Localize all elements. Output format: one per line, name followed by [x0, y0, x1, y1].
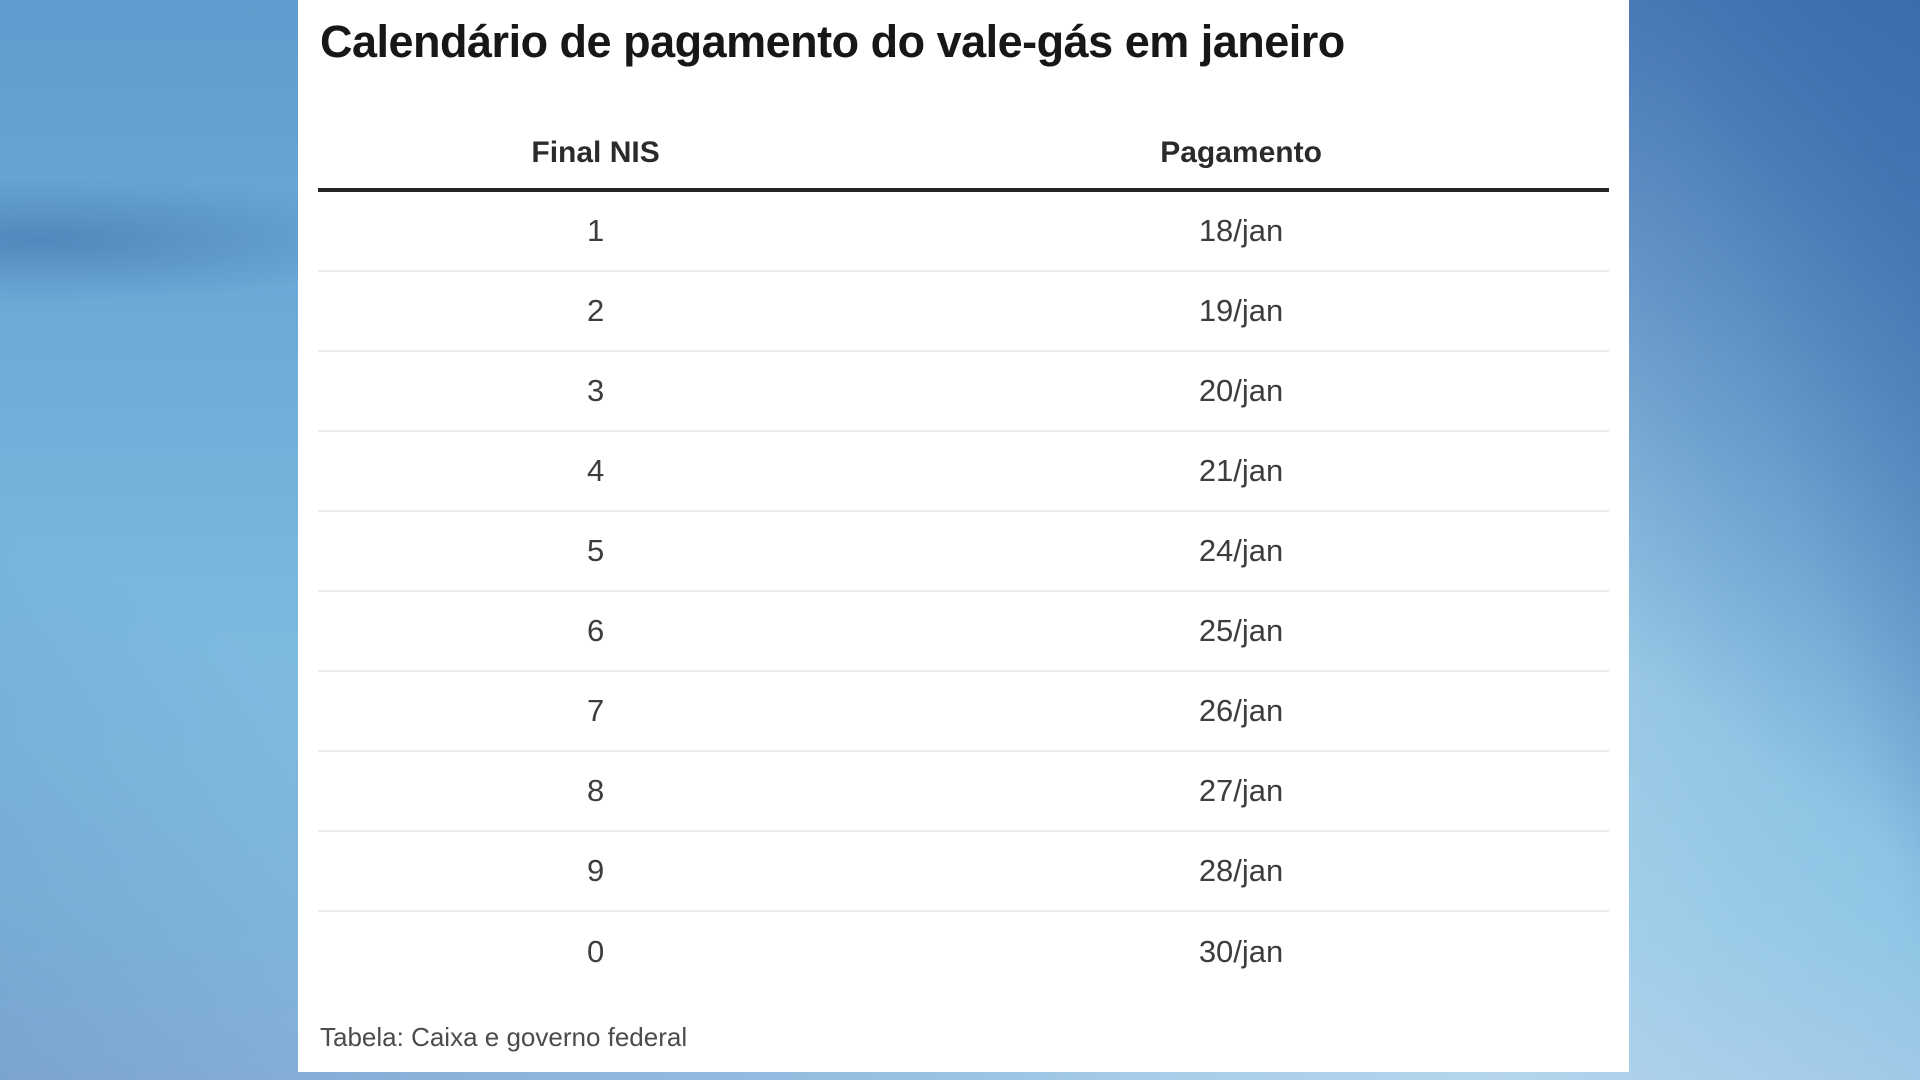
- table-row: 0 30/jan: [318, 912, 1609, 992]
- table-body: 1 18/jan 2 19/jan 3 20/jan 4 21/jan 5 24…: [318, 192, 1609, 992]
- pagamento-value: 19/jan: [1198, 293, 1284, 328]
- table-row: 5 24/jan: [318, 512, 1609, 592]
- pagamento-value: 27/jan: [1198, 773, 1284, 808]
- pagamento-value: 24/jan: [1198, 533, 1284, 568]
- payment-table: Final NIS Pagamento 1 18/jan 2 19/jan 3 …: [318, 100, 1609, 992]
- final-nis-value: 9: [586, 853, 605, 888]
- table-row: 8 27/jan: [318, 752, 1609, 832]
- pagamento-value: 18/jan: [1198, 213, 1284, 248]
- final-nis-value: 4: [586, 453, 605, 488]
- pagamento-value: 30/jan: [1198, 934, 1284, 969]
- table-row: 1 18/jan: [318, 192, 1609, 272]
- final-nis-value: 7: [586, 693, 605, 728]
- final-nis-value: 8: [586, 773, 605, 808]
- column-header-final-nis: Final NIS: [531, 136, 660, 169]
- final-nis-value: 5: [586, 533, 605, 568]
- final-nis-value: 2: [586, 293, 605, 328]
- pagamento-value: 26/jan: [1198, 693, 1284, 728]
- chart-title: Calendário de pagamento do vale-gás em j…: [320, 16, 1345, 67]
- pagamento-value: 21/jan: [1198, 453, 1284, 488]
- table-header-row: Final NIS Pagamento: [318, 100, 1609, 192]
- table-row: 3 20/jan: [318, 352, 1609, 432]
- pagamento-value: 20/jan: [1198, 373, 1284, 408]
- table-row: 2 19/jan: [318, 272, 1609, 352]
- final-nis-value: 3: [586, 373, 605, 408]
- table-row: 7 26/jan: [318, 672, 1609, 752]
- final-nis-value: 0: [586, 934, 605, 969]
- source-note: Tabela: Caixa e governo federal: [320, 1022, 688, 1052]
- table-row: 4 21/jan: [318, 432, 1609, 512]
- table-row: 9 28/jan: [318, 832, 1609, 912]
- column-header-pagamento: Pagamento: [1160, 136, 1322, 169]
- final-nis-value: 6: [586, 613, 605, 648]
- final-nis-value: 1: [586, 213, 605, 248]
- pagamento-value: 25/jan: [1198, 613, 1284, 648]
- table-row: 6 25/jan: [318, 592, 1609, 672]
- chart-panel: Calendário de pagamento do vale-gás em j…: [298, 0, 1629, 1072]
- pagamento-value: 28/jan: [1198, 853, 1284, 888]
